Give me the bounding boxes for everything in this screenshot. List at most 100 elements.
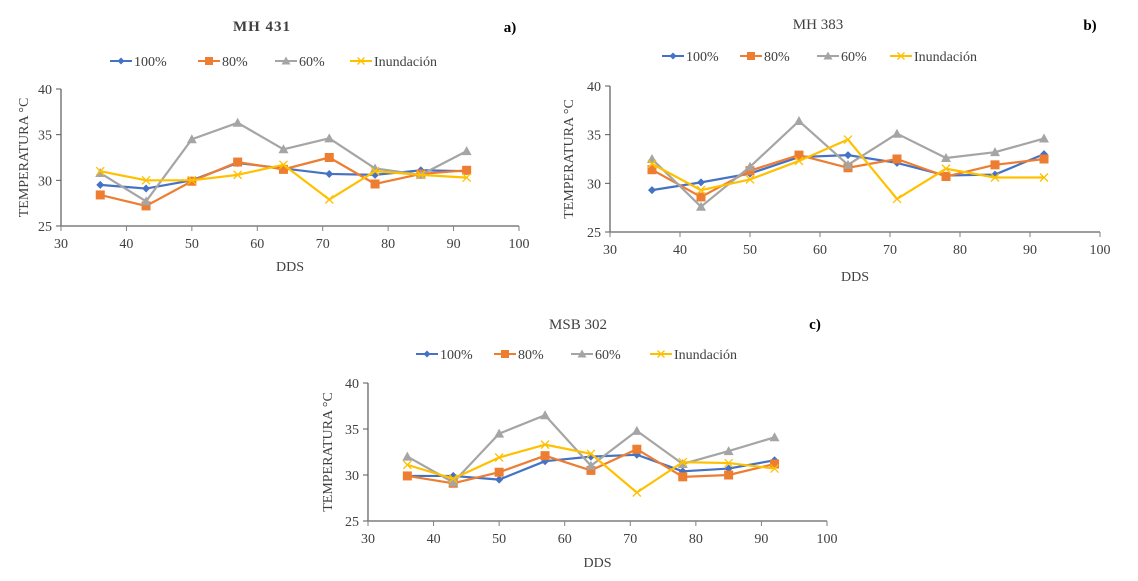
data-point xyxy=(325,169,334,178)
data-point xyxy=(448,477,459,487)
legend-label: 60% xyxy=(595,348,621,363)
data-point xyxy=(141,196,152,206)
legend-item: 100% xyxy=(110,55,167,70)
legend-marker-triangle-icon xyxy=(823,51,833,60)
data-point xyxy=(678,457,688,467)
y-tick-label: 35 xyxy=(38,129,52,144)
y-axis-label: TEMPERATURA °C xyxy=(321,392,336,512)
legend-label: Inundación xyxy=(914,50,977,65)
series-60pct xyxy=(402,410,780,487)
data-point xyxy=(724,458,734,468)
data-point xyxy=(461,146,472,156)
data-point xyxy=(648,186,656,195)
data-point xyxy=(844,151,852,160)
legend-label: 100% xyxy=(134,55,167,70)
data-point xyxy=(892,128,902,138)
legend-item: Inundación xyxy=(890,50,977,65)
data-point xyxy=(586,465,596,475)
x-tick-label: 30 xyxy=(54,237,68,252)
legend: 100% 80% 60% Inundación xyxy=(416,348,737,363)
legend-marker-triangle-icon xyxy=(281,56,291,65)
data-point xyxy=(324,153,334,162)
data-point xyxy=(540,440,550,450)
x-tick-label: 100 xyxy=(509,237,530,252)
x-axis-label: DDS xyxy=(583,556,611,571)
panel-label: b) xyxy=(1083,18,1096,34)
data-point xyxy=(448,474,458,484)
legend-item: Inundación xyxy=(350,55,437,70)
legend-label: 60% xyxy=(841,50,867,65)
data-point xyxy=(416,170,426,180)
data-point xyxy=(892,154,902,164)
chart-title: MH 383 xyxy=(793,17,843,33)
y-tick-label: 25 xyxy=(38,220,52,235)
legend-marker-x-icon xyxy=(897,52,905,60)
y-tick-label: 25 xyxy=(345,515,359,530)
legend-label: 60% xyxy=(299,55,325,70)
data-point xyxy=(1039,154,1049,164)
series-60pct xyxy=(647,116,1049,211)
data-point xyxy=(697,178,705,187)
data-point xyxy=(233,170,243,180)
data-point xyxy=(187,175,197,185)
legend-marker-x-icon xyxy=(657,350,665,358)
data-point xyxy=(770,464,780,474)
data-point xyxy=(794,116,804,126)
data-point xyxy=(324,195,334,204)
panel-label: c) xyxy=(809,317,821,333)
x-tick-label: 50 xyxy=(743,243,757,258)
series-60pct xyxy=(95,117,472,206)
y-tick-label: 40 xyxy=(587,80,601,95)
y-axis-label: TEMPERATURA °C xyxy=(562,99,577,219)
data-point xyxy=(402,471,412,481)
data-point xyxy=(462,173,472,183)
x-tick-label: 50 xyxy=(185,237,199,252)
chart-title: MSB 302 xyxy=(549,317,607,333)
x-tick-label: 70 xyxy=(623,532,637,547)
chart-panel-b: MH 383 b) 100% 80% 60% Inundación 25 30 35 40 30 40… xyxy=(560,0,1138,290)
series-80pct xyxy=(95,153,472,211)
data-point xyxy=(586,449,596,459)
x-tick-label: 80 xyxy=(953,243,967,258)
data-point xyxy=(941,172,951,182)
x-tick-label: 80 xyxy=(689,532,703,547)
chart-title: MH 431 xyxy=(233,19,291,35)
data-point xyxy=(632,488,642,497)
data-point xyxy=(647,154,657,163)
data-point xyxy=(843,135,853,144)
data-point xyxy=(769,432,780,442)
x-tick-label: 70 xyxy=(316,237,330,252)
data-point xyxy=(370,179,380,189)
x-tick-label: 70 xyxy=(883,243,897,258)
data-point xyxy=(677,458,688,468)
data-point xyxy=(941,153,951,163)
data-point xyxy=(402,460,412,470)
y-tick-label: 40 xyxy=(345,377,359,392)
data-point xyxy=(494,453,504,462)
x-tick-label: 60 xyxy=(558,532,572,547)
legend-marker-diamond-icon xyxy=(423,350,431,358)
legend-item: 80% xyxy=(494,348,544,363)
data-point xyxy=(696,192,706,202)
data-point xyxy=(141,201,151,211)
data-point xyxy=(794,156,804,166)
x-tick-label: 60 xyxy=(813,243,827,258)
y-tick-label: 30 xyxy=(345,469,359,484)
legend-marker-triangle-icon xyxy=(577,349,587,358)
data-point xyxy=(678,472,688,482)
data-point xyxy=(495,475,504,484)
data-point xyxy=(843,159,853,169)
legend-marker-square-icon xyxy=(205,57,213,65)
y-tick-label: 40 xyxy=(38,83,52,98)
legend-label: 80% xyxy=(764,50,790,65)
data-point xyxy=(647,165,657,175)
data-point xyxy=(141,175,151,185)
data-point xyxy=(631,425,642,435)
data-point xyxy=(990,173,1000,182)
data-point xyxy=(1039,173,1049,182)
data-point xyxy=(232,117,243,127)
data-point xyxy=(95,168,106,178)
x-tick-label: 90 xyxy=(754,532,768,547)
data-point xyxy=(892,194,902,204)
